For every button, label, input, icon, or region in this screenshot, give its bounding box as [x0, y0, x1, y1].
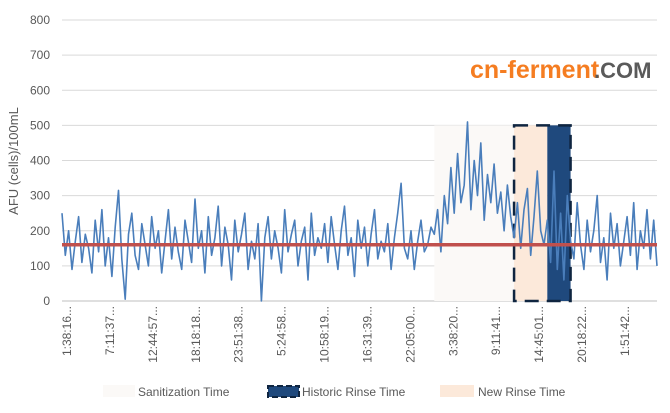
y-axis-title: AFU (cells)/100mL: [6, 107, 21, 215]
y-tick-label: 300: [30, 189, 50, 203]
x-tick-label: 7:11:37...: [103, 306, 117, 355]
x-tick-label: 9:11:41...: [489, 306, 503, 355]
y-tick-labels: 0 100 200 300 400 500 600 700 800: [30, 13, 50, 308]
watermark: cn-ferment .COM: [470, 56, 651, 84]
x-tick-label: 5:24:58...: [275, 306, 289, 356]
legend-label-new-rinse: New Rinse Time: [478, 385, 566, 399]
y-tick-label: 800: [30, 13, 50, 27]
y-tick-label: 700: [30, 48, 50, 62]
watermark-main: cn-ferment: [470, 56, 600, 84]
x-tick-label: 10:58:19...: [318, 306, 332, 363]
y-tick-label: 0: [43, 294, 50, 308]
legend-swatch-sanitization: [103, 385, 135, 397]
x-tick-label: 20:18:22...: [575, 306, 589, 363]
x-tick-label: 23:51:38...: [232, 306, 246, 363]
x-tick-label: 12:44:57...: [146, 306, 160, 363]
legend: Sanitization Time Historic Rinse Time Ne…: [103, 385, 566, 399]
series: [61, 121, 658, 302]
legend-swatch-historic-rinse: [267, 385, 300, 398]
afu-series-line: [61, 121, 658, 302]
y-tick-label: 600: [30, 83, 50, 97]
x-tick-label: 14:45:01...: [532, 306, 546, 363]
x-tick-label: 1:51:42...: [618, 306, 632, 356]
watermark-suffix: .COM: [594, 58, 651, 83]
x-tick-label: 3:38:20...: [446, 306, 460, 356]
y-tick-label: 500: [30, 118, 50, 132]
x-tick-label: 18:18:18...: [189, 306, 203, 363]
y-tick-label: 100: [30, 259, 50, 273]
historic-rinse-outline: [512, 124, 572, 303]
x-tick-label: 22:05:00...: [403, 306, 417, 363]
legend-label-historic-rinse: Historic Rinse Time: [302, 385, 406, 399]
legend-label-sanitization: Sanitization Time: [138, 385, 230, 399]
legend-swatch-new-rinse: [440, 385, 474, 397]
x-tick-label: 16:31:39...: [360, 306, 374, 363]
x-tick-labels: 1:38:16... 7:11:37... 12:44:57... 18:18:18.…: [60, 306, 632, 363]
x-tick-label: 1:38:16...: [60, 306, 74, 356]
y-tick-label: 200: [30, 224, 50, 238]
region-new-rinse-time: [514, 125, 548, 301]
y-tick-label: 400: [30, 154, 50, 168]
